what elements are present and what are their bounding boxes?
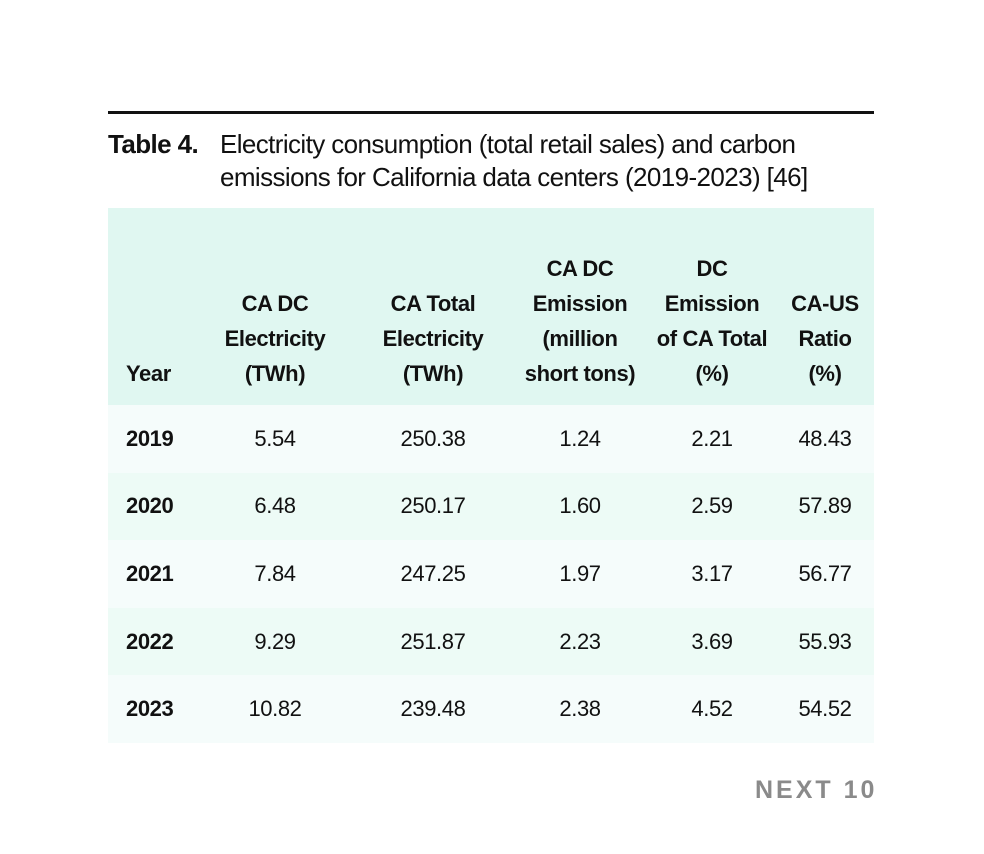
value-cell: 9.29 — [254, 628, 296, 654]
year-cell: 2022 — [126, 628, 174, 654]
year-cell: 2020 — [126, 493, 174, 519]
value-cell: 250.17 — [400, 493, 466, 519]
value-cell: 239.48 — [400, 696, 466, 722]
value-cell: 57.89 — [798, 493, 852, 519]
value-cell: 2.21 — [691, 425, 733, 451]
year-cell: 2019 — [126, 425, 174, 451]
table-row: 2022 9.29 251.87 2.23 3.69 55.93 — [108, 607, 874, 676]
value-cell: 2.38 — [559, 696, 601, 722]
table-row: 2021 7.84 247.25 1.97 3.17 56.77 — [108, 540, 874, 608]
value-cell: 56.77 — [798, 560, 852, 586]
year-cell: 2021 — [126, 560, 174, 586]
value-cell: 4.52 — [691, 696, 733, 722]
table-row: 2019 5.54 250.38 1.24 2.21 48.43 — [108, 405, 874, 473]
header-ca-dc-electricity: CA DC Electricity (TWh) — [224, 291, 326, 386]
value-cell: 2.59 — [691, 493, 733, 519]
value-cell: 54.52 — [798, 696, 852, 722]
table-row: 2023 10.82 239.48 2.38 4.52 54.52 — [108, 675, 874, 743]
value-cell: 55.93 — [798, 628, 852, 654]
value-cell: 250.38 — [400, 425, 466, 451]
value-cell: 1.60 — [559, 493, 601, 519]
value-cell: 6.48 — [254, 493, 296, 519]
header-row: Year CA DC Electricity (TWh) CA Total El… — [108, 208, 874, 405]
value-cell: 5.54 — [254, 425, 296, 451]
value-cell: 1.97 — [559, 560, 601, 586]
table-row: 2020 6.48 250.17 1.60 2.59 57.89 — [108, 472, 874, 541]
value-cell: 7.84 — [254, 560, 296, 586]
value-cell: 48.43 — [798, 425, 852, 451]
header-ca-us-ratio: CA-US Ratio (%) — [791, 291, 859, 386]
brand-logo: NEXT 10 — [755, 776, 878, 804]
header-ca-total-electricity: CA Total Electricity (TWh) — [382, 291, 484, 386]
top-rule — [108, 111, 874, 114]
header-dc-emission-share: DC Emission of CA Total (%) — [656, 256, 768, 386]
header-ca-dc-emission: CA DC Emission (million short tons) — [524, 256, 636, 386]
value-cell: 3.17 — [691, 560, 733, 586]
value-cell: 251.87 — [400, 628, 466, 654]
value-cell: 10.82 — [248, 696, 302, 722]
value-cell: 1.24 — [559, 425, 601, 451]
header-year: Year — [126, 361, 171, 386]
caption-label: Table 4. — [108, 129, 199, 159]
year-cell: 2023 — [126, 696, 174, 722]
caption-text: Electricity consumption (total retail sa… — [220, 129, 808, 192]
data-table: Year CA DC Electricity (TWh) CA Total El… — [108, 208, 874, 743]
value-cell: 3.69 — [691, 628, 733, 654]
value-cell: 247.25 — [400, 560, 466, 586]
value-cell: 2.23 — [559, 628, 601, 654]
